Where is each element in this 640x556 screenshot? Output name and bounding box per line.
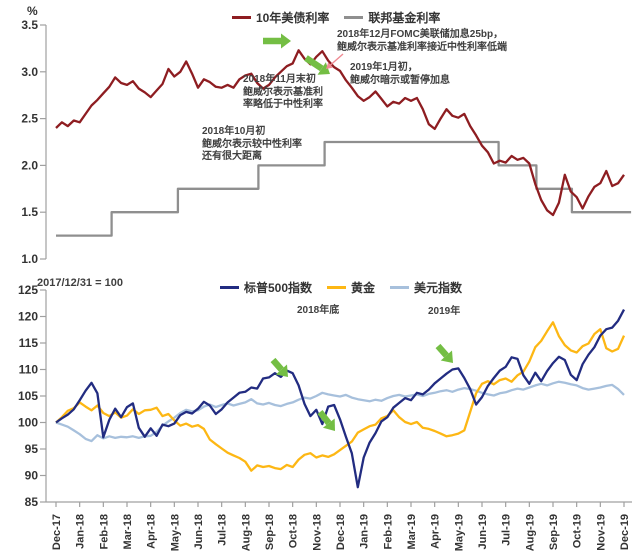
x-axis-tick-label: Dec-17 [51, 514, 63, 550]
annotation-oct2018-far-from-neutral: 2018年10月初 鲍威尔表示较中性利率 还有很大距离 [202, 126, 302, 162]
y-axis-tick-label: 120 [18, 310, 38, 324]
x-axis-tick-label: Sep-18 [264, 514, 276, 550]
us10y-line-swatch [232, 16, 251, 19]
x-axis-tick-label: Apr-19 [430, 514, 442, 549]
y-axis-tick-label: 125 [18, 283, 38, 297]
legend-label-fedfunds: 联邦基金利率 [368, 11, 441, 25]
y-axis-tick-label: 100 [18, 416, 38, 430]
x-axis-tick-label: Jan-19 [359, 514, 371, 549]
legend-label-us10y: 10年美债利率 [256, 11, 330, 25]
y-axis-unit-label: % [27, 4, 38, 18]
黄金-line [55, 321, 626, 472]
legend-label-dollar-index: 美元指数 [414, 281, 463, 295]
rates-legend: 10年美债利率 联邦基金利率 [232, 9, 440, 26]
fedfunds-line-swatch [344, 16, 364, 19]
y-axis-tick-label: 95 [25, 442, 39, 456]
legend-label-sp500: 标普500指数 [244, 281, 313, 295]
annotation-end-2018: 2018年底 [297, 305, 340, 316]
legend-item-dollar-index: 美元指数 [390, 279, 462, 296]
annotation-arrow-green [435, 343, 449, 358]
x-axis-tick-label: Jul-18 [217, 514, 229, 546]
x-axis-tick-label: Jun-18 [193, 514, 205, 549]
x-axis-tick-label: Nov-19 [595, 514, 607, 551]
x-axis-tick-label: Oct-19 [572, 514, 584, 548]
y-axis-tick-label: 2.0 [21, 158, 38, 172]
x-axis-tick-label: Mar-18 [122, 514, 134, 549]
legend-item-us10y: 10年美债利率 [232, 9, 329, 26]
x-axis-tick-label: Dec-19 [619, 514, 631, 550]
y-axis-tick-label: 1.0 [21, 252, 38, 266]
annotation-arrow-red-head [326, 62, 333, 69]
annotation-arrow-green-head [281, 33, 291, 49]
10年美债利率-line [55, 49, 625, 217]
annotation-arrow-green-head [440, 350, 453, 363]
annotation-arrow-green [270, 357, 284, 372]
x-axis-tick-label: Apr-18 [146, 514, 158, 549]
indices-chart: 125 120 115 110 105 100 95 90 85 Dec-17 Jan-18 Feb-… [18, 283, 632, 551]
y-axis-tick-label: 1.5 [21, 205, 38, 219]
x-axis-tick-label: Oct-18 [288, 514, 300, 548]
x-axis-tick-label: Jul-19 [501, 514, 513, 546]
y-axis-tick-label: 85 [25, 495, 39, 509]
x-axis-tick-label: Jun-19 [477, 514, 489, 549]
legend-item-fedfunds: 联邦基金利率 [344, 9, 440, 26]
annotation-2019: 2019年 [428, 306, 461, 317]
x-axis-tick-label: Mar-19 [406, 514, 418, 549]
标普500指数-line [55, 309, 626, 489]
x-axis-tick-label: Dec-18 [335, 514, 347, 550]
treasury-vs-fedfunds-chart: 3.5 3.0 2.5 2.0 1.5 1.0 [21, 18, 632, 266]
x-axis-tick-label: May-18 [169, 514, 181, 551]
x-axis-tick-label: Aug-19 [524, 514, 536, 551]
legend-label-gold: 黄金 [351, 281, 376, 295]
y-axis-tick-label: 115 [19, 336, 39, 350]
y-axis-tick-label: 3.5 [21, 18, 38, 32]
y-axis-tick-label: 105 [18, 389, 38, 403]
dollar-index-line-swatch [390, 286, 410, 289]
annotation-arrow-green [304, 55, 324, 72]
annotation-arrow-green-head [317, 62, 330, 75]
annotation-fomc-dec2018: 2018年12月FOMC美联储加息25bp， 鲍威尔表示基准利率接近中性利率低端 [337, 29, 507, 53]
annotation-arrow-red [330, 53, 344, 66]
x-axis-tick-label: Jan-18 [75, 514, 87, 549]
indices-legend: 标普500指数 黄金 美元指数 [220, 279, 462, 296]
gold-line-swatch [327, 286, 347, 289]
legend-item-gold: 黄金 [327, 279, 375, 296]
y-axis-tick-label: 3.0 [21, 65, 38, 79]
annotation-jan2019-pause: 2019年1月初， 鲍威尔暗示或暂停加息 [350, 62, 450, 86]
x-axis-tick-label: Aug-18 [240, 514, 252, 551]
sp500-line-swatch [220, 286, 239, 289]
annotation-arrow-green-head [322, 418, 335, 431]
annotation-nov2018-just-below-neutral: 2018年11月末初 鲍威尔表示基准利 率略低于中性利率 [243, 74, 323, 110]
x-axis-tick-label: Sep-19 [548, 514, 560, 550]
x-axis-tick-label: Feb-18 [98, 514, 110, 549]
annotation-arrow-green-head [275, 364, 288, 377]
index-base-label: 2017/12/31 = 100 [37, 277, 123, 289]
x-axis-tick-label: May-19 [453, 514, 465, 551]
联邦基金利率-line [56, 140, 632, 237]
annotation-arrow-green [317, 409, 332, 426]
y-axis-tick-label: 110 [19, 363, 39, 377]
legend-item-sp500: 标普500指数 [220, 279, 312, 296]
x-axis-tick-label: Feb-19 [382, 514, 394, 549]
y-axis-tick-label: 2.5 [21, 112, 38, 126]
美元指数-line [55, 380, 625, 443]
y-axis-tick-label: 90 [25, 469, 39, 483]
x-axis-tick-label: Nov-18 [311, 514, 323, 551]
